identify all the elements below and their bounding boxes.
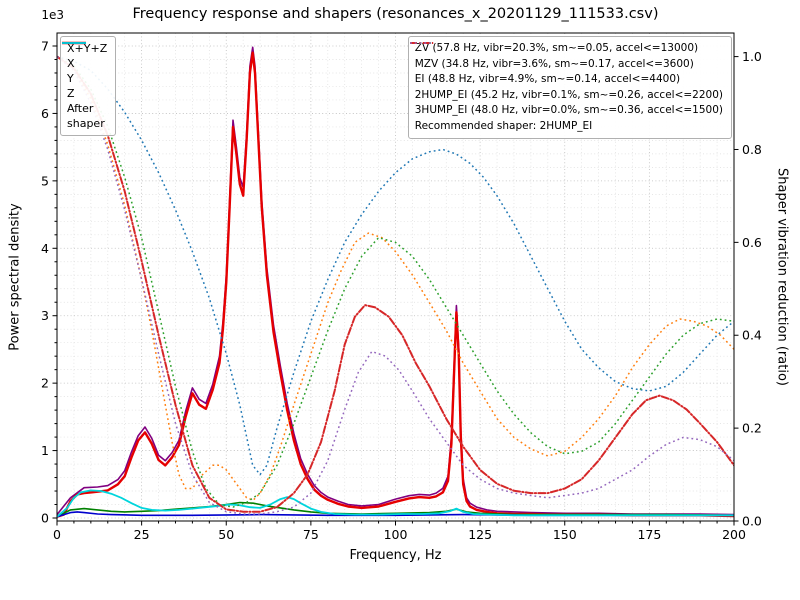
y-left-tick-label: 4	[41, 241, 49, 256]
y-right-tick-label: 0.2	[742, 421, 762, 436]
y-axis-right-label: Shaper vibration reduction (ratio)	[774, 168, 790, 386]
x-tick-label: 75	[303, 527, 319, 542]
legend-label: EI (48.8 Hz, vibr=4.9%, sm~=0.14, accel<…	[414, 73, 681, 85]
y-left-tick-label: 5	[41, 173, 49, 188]
legend-label: After shaper	[67, 102, 105, 130]
chart-title: Frequency response and shapers (resonanc…	[132, 6, 659, 22]
x-tick-label: 0	[53, 527, 61, 542]
series-mzv	[57, 56, 734, 501]
x-tick-label: 200	[722, 527, 746, 542]
y-axis-left-label: Power spectral density	[7, 203, 23, 351]
legend-item: Y	[62, 42, 107, 86]
legend-item: After shaper	[62, 42, 107, 131]
legend-line-sample	[62, 42, 86, 44]
series-after-shaper	[57, 489, 734, 518]
legend-item: 3HUMP_EI (48.0 Hz, vibr=0.0%, sm~=0.36, …	[409, 42, 723, 119]
y-right-tick-label: 0.8	[742, 142, 762, 157]
x-tick-label: 100	[384, 527, 408, 542]
legend-label: X+Y+Z	[67, 42, 108, 55]
y-right-tick-label: 0.6	[742, 235, 762, 250]
y-left-tick-label: 6	[41, 106, 49, 121]
legend-label: ZV (57.8 Hz, vibr=20.3%, sm~=0.05, accel…	[414, 42, 699, 54]
shaper-legend: ZV (57.8 Hz, vibr=20.3%, sm~=0.05, accel…	[407, 36, 732, 139]
legend-line-sample	[409, 42, 434, 44]
x-tick-label: 50	[218, 527, 234, 542]
y-left-tick-label: 2	[41, 376, 49, 391]
series-3hump-ei	[57, 56, 734, 515]
legend-label: 3HUMP_EI (48.0 Hz, vibr=0.0%, sm~=0.36, …	[414, 104, 723, 116]
legend-label: 2HUMP_EI (45.2 Hz, vibr=0.1%, sm~=0.26, …	[414, 88, 723, 101]
legend-label: X	[67, 57, 75, 70]
series-zv	[57, 55, 734, 476]
legend-item: MZV (34.8 Hz, vibr=3.6%, sm~=0.17, accel…	[409, 42, 723, 73]
y-right-tick-label: 0.0	[742, 514, 762, 529]
legend-label: Y	[67, 72, 74, 85]
legend-item: X	[62, 41, 107, 71]
x-tick-label: 125	[468, 527, 492, 542]
y-right-tick-label: 1.0	[742, 49, 762, 64]
y-left-tick-label: 0	[41, 511, 49, 526]
legend-item: Recommended shaper: 2HUMP_EI	[415, 119, 723, 135]
series-2hump-ei	[57, 55, 734, 513]
legend-item: 2HUMP_EI (45.2 Hz, vibr=0.1%, sm~=0.26, …	[409, 42, 723, 104]
y-right-tick-label: 0.4	[742, 328, 762, 343]
legend-spacer	[409, 37, 435, 49]
x-tick-label: 25	[134, 527, 150, 542]
x-axis-label: Frequency, Hz	[349, 548, 442, 563]
series-x	[57, 51, 734, 518]
y-left-tick-label: 1	[41, 443, 49, 458]
y-left-tick-label: 7	[41, 39, 49, 54]
legend-label: MZV (34.8 Hz, vibr=3.6%, sm~=0.17, accel…	[414, 57, 694, 70]
series-ei	[57, 55, 734, 508]
series-group	[57, 46, 734, 518]
x-tick-label: 175	[637, 527, 661, 542]
y-left-tick-label: 3	[41, 308, 49, 323]
series-y	[57, 501, 734, 518]
legend-item: EI (48.8 Hz, vibr=4.9%, sm~=0.14, accel<…	[409, 42, 723, 88]
tick-labels: 0 25 50 75 100 125 150 175 200 0 1 2 3 4 5 6 7 0.0 0.2 0.4 0…	[41, 39, 762, 543]
legend-item: ZV (57.8 Hz, vibr=20.3%, sm~=0.05, accel…	[409, 41, 723, 57]
x-tick-label: 150	[553, 527, 577, 542]
tick-marks	[52, 45, 739, 526]
legend-label: Recommended shaper: 2HUMP_EI	[414, 119, 593, 132]
grid-minor	[57, 33, 734, 521]
y-axis-offset-label: 1e3	[41, 8, 64, 22]
legend-label: Z	[67, 87, 75, 100]
legend-item: Z	[62, 42, 107, 101]
legend-line-sample	[409, 42, 434, 44]
psd-legend: X+Y+Z X Y Z After shaper	[60, 36, 117, 136]
